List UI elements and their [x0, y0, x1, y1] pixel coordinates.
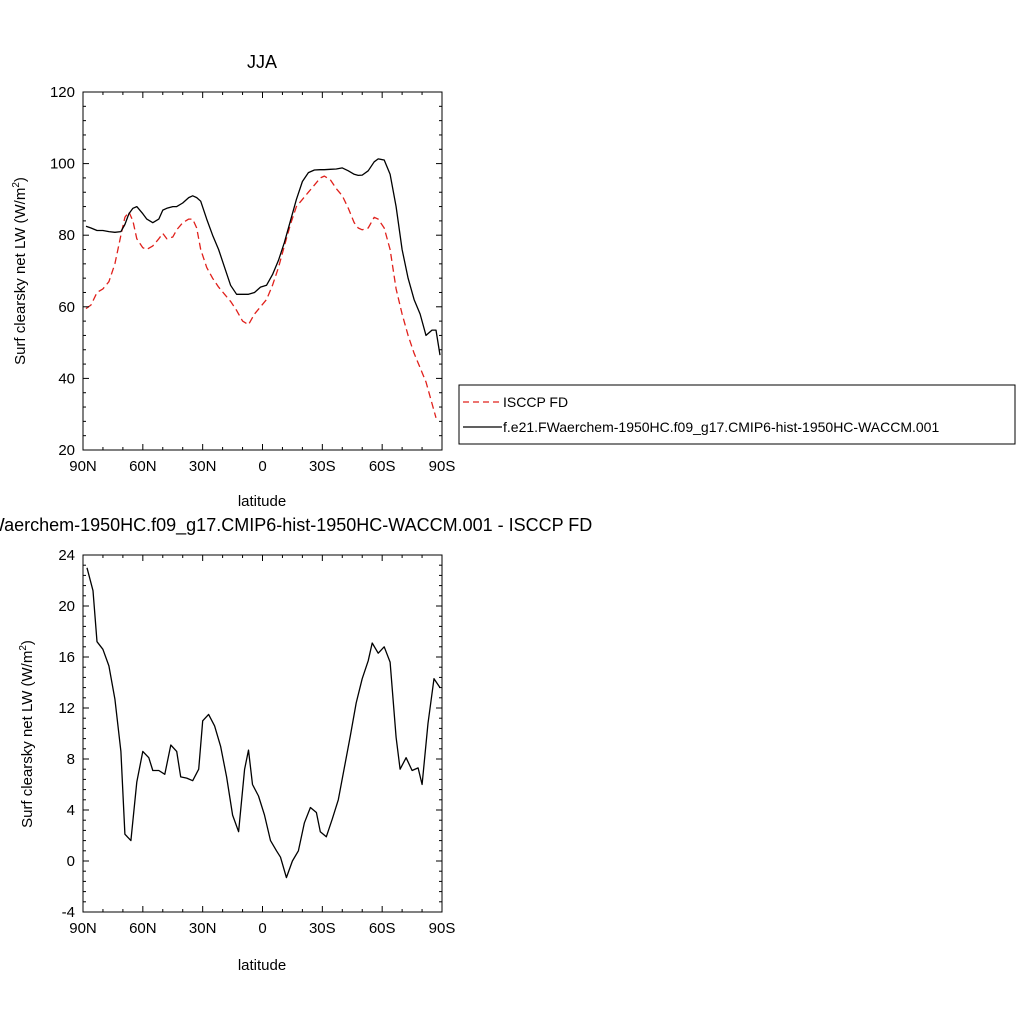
top-panel-x-tick-label: 60N — [129, 458, 157, 475]
top-panel-y-tick-label: 120 — [50, 84, 75, 101]
bottom-panel-difference: f.e21.FWaerchem-1950HC.f09_g17.CMIP6-his… — [0, 515, 592, 974]
top-panel-y-axis-label: Surf clearsky net LW (W/m2) — [11, 177, 29, 365]
bottom-panel-x-tick-label: 0 — [258, 920, 266, 937]
legend-box — [458, 384, 1016, 445]
top-panel-y-tick-label: 80 — [58, 227, 75, 244]
bottom-panel-y-axis-label-superscript: 2 — [18, 645, 29, 651]
top-panel-x-tick-label: 90N — [69, 458, 97, 475]
bottom-panel-x-tick-label: 30N — [189, 920, 217, 937]
legend-label-model: f.e21.FWaerchem-1950HC.f09_g17.CMIP6-his… — [503, 419, 939, 435]
bottom-panel-y-tick-label: 16 — [58, 649, 75, 666]
bottom-panel-y-tick-label: 20 — [58, 598, 75, 615]
legend-label-isccp: ISCCP FD — [503, 394, 568, 410]
bottom-panel-x-tick-label: 90S — [429, 920, 456, 937]
bottom-panel-y-tick-label: 24 — [58, 547, 75, 564]
bottom-panel-x-tick-label: 60S — [369, 920, 396, 937]
bottom-panel-x-tick-label: 90N — [69, 920, 97, 937]
top-panel-x-axis-label: latitude — [238, 493, 286, 510]
top-panel-series-line-0 — [85, 175, 437, 418]
top-panel-title: JJA — [247, 52, 277, 72]
bottom-panel-y-tick-label: 0 — [67, 853, 75, 870]
bottom-panel-y-axis-label: Surf clearsky net LW (W/m2) — [18, 640, 36, 828]
top-panel-x-tick-label: 30N — [189, 458, 217, 475]
top-panel-series-line-1 — [85, 158, 441, 356]
top-panel-y-tick-label: 60 — [58, 299, 75, 316]
top-panel-y-tick-label: 20 — [58, 442, 75, 459]
top-panel-y-axis-label-superscript: 2 — [11, 182, 22, 188]
top-panel-x-tick-label: 60S — [369, 458, 396, 475]
top-panel-plot-area: 20 40 60 80 100 120 90N 60N 30N 0 30S 60S 90S — [50, 84, 455, 475]
top-panel-y-tick-label: 40 — [58, 370, 75, 387]
bottom-panel-y-tick-label: 8 — [67, 751, 75, 768]
top-panel-x-tick-label: 90S — [429, 458, 456, 475]
top-panel-y-axis-label-close: ) — [12, 177, 29, 182]
bottom-panel-x-tick-label: 60N — [129, 920, 157, 937]
top-panel-x-tick-label: 0 — [258, 458, 266, 475]
bottom-panel-y-tick-label: 12 — [58, 700, 75, 717]
bottom-panel-series-line-0 — [86, 567, 441, 879]
bottom-panel-y-tick-label: -4 — [62, 904, 75, 921]
top-panel-jja: JJA 20 40 60 80 100 120 90N 60N 30N 0 30S 60S 90S la… — [11, 52, 1016, 510]
bottom-panel-y-axis-label-close: ) — [19, 640, 36, 645]
top-panel-y-tick-label: 100 — [50, 156, 75, 173]
legend: ISCCP FD f.e21.FWaerchem-1950HC.f09_g17.… — [458, 384, 1016, 445]
bottom-panel-title: f.e21.FWaerchem-1950HC.f09_g17.CMIP6-his… — [0, 515, 592, 536]
bottom-panel-plot-area: -4 0 4 8 12 16 20 24 90N 60N 30N 0 30S 60S 90S — [58, 547, 455, 937]
top-panel-x-tick-label: 30S — [309, 458, 336, 475]
bottom-panel-y-tick-label: 4 — [67, 802, 75, 819]
bottom-panel-x-tick-label: 30S — [309, 920, 336, 937]
bottom-panel-x-axis-label: latitude — [238, 957, 286, 974]
